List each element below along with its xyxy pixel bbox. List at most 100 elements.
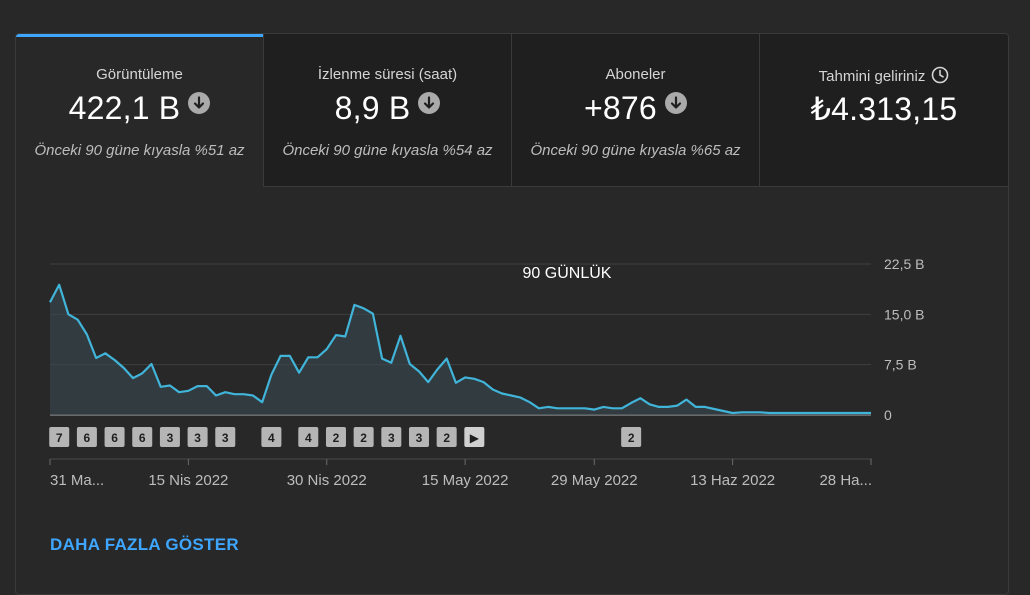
- data-point[interactable]: [482, 380, 486, 384]
- tab-revenue[interactable]: Tahmini geliriniz ₺4.313,15: [760, 34, 1008, 187]
- data-point[interactable]: [611, 406, 615, 410]
- video-badge[interactable]: 2: [621, 427, 642, 447]
- data-point[interactable]: [159, 385, 163, 389]
- data-point[interactable]: [509, 394, 513, 398]
- data-point[interactable]: [528, 400, 532, 404]
- data-point[interactable]: [325, 347, 329, 351]
- data-point[interactable]: [694, 405, 698, 409]
- data-point[interactable]: [343, 334, 347, 338]
- data-point[interactable]: [417, 369, 421, 373]
- data-point[interactable]: [832, 411, 836, 415]
- video-badge[interactable]: 4: [261, 427, 282, 447]
- data-point[interactable]: [721, 409, 725, 413]
- video-badge[interactable]: 3: [381, 427, 402, 447]
- data-point[interactable]: [371, 312, 375, 316]
- data-point[interactable]: [306, 355, 310, 359]
- data-point[interactable]: [777, 411, 781, 415]
- data-point[interactable]: [380, 357, 384, 361]
- show-more-link[interactable]: DAHA FAZLA GÖSTER: [50, 535, 239, 554]
- data-point[interactable]: [205, 384, 209, 388]
- data-point[interactable]: [601, 405, 605, 409]
- data-point[interactable]: [85, 332, 89, 336]
- tab-subscribers[interactable]: Aboneler +876 Önceki 90 güne kıyasla %65…: [512, 34, 760, 187]
- data-point[interactable]: [472, 377, 476, 381]
- data-point[interactable]: [685, 398, 689, 402]
- data-point[interactable]: [786, 411, 790, 415]
- video-badge[interactable]: 3: [187, 427, 208, 447]
- clock-icon[interactable]: [931, 66, 949, 88]
- data-point[interactable]: [232, 392, 236, 396]
- data-point[interactable]: [260, 400, 264, 404]
- data-point[interactable]: [48, 300, 52, 304]
- video-badge[interactable]: 6: [132, 427, 153, 447]
- data-point[interactable]: [648, 402, 652, 406]
- data-point[interactable]: [186, 389, 190, 393]
- data-point[interactable]: [168, 383, 172, 387]
- data-point[interactable]: [804, 411, 808, 415]
- data-point[interactable]: [731, 411, 735, 415]
- video-badge[interactable]: 6: [104, 427, 125, 447]
- data-point[interactable]: [196, 384, 200, 388]
- video-badge[interactable]: 2: [436, 427, 457, 447]
- data-point[interactable]: [103, 351, 107, 355]
- data-point[interactable]: [352, 303, 356, 307]
- tab-views[interactable]: Görüntüleme 422,1 B Önceki 90 güne kıyas…: [16, 34, 264, 187]
- data-point[interactable]: [149, 362, 153, 366]
- data-point[interactable]: [555, 406, 559, 410]
- data-point[interactable]: [288, 354, 292, 358]
- data-point[interactable]: [565, 406, 569, 410]
- video-badge[interactable]: 6: [76, 427, 97, 447]
- data-point[interactable]: [122, 366, 126, 370]
- data-point[interactable]: [814, 411, 818, 415]
- data-point[interactable]: [389, 361, 393, 365]
- video-badge[interactable]: 7: [49, 427, 70, 447]
- data-point[interactable]: [251, 394, 255, 398]
- data-point[interactable]: [113, 358, 117, 362]
- data-point[interactable]: [66, 312, 70, 316]
- data-point[interactable]: [426, 380, 430, 384]
- data-point[interactable]: [177, 390, 181, 394]
- data-point[interactable]: [795, 411, 799, 415]
- data-point[interactable]: [666, 405, 670, 409]
- views-chart[interactable]: 0 7,5 B 15,0 B 22,5 B 90 GÜNLÜK 7 6 6 6 3 3 3 4 4 2 2 3 3…: [16, 187, 1008, 527]
- data-point[interactable]: [454, 381, 458, 385]
- data-point[interactable]: [57, 283, 61, 287]
- data-point[interactable]: [140, 371, 144, 375]
- data-point[interactable]: [703, 405, 707, 409]
- data-point[interactable]: [749, 410, 753, 414]
- data-point[interactable]: [537, 406, 541, 410]
- data-point[interactable]: [860, 411, 864, 415]
- data-point[interactable]: [94, 356, 98, 360]
- data-point[interactable]: [869, 411, 873, 415]
- data-point[interactable]: [316, 355, 320, 359]
- data-point[interactable]: [712, 407, 716, 411]
- data-point[interactable]: [583, 406, 587, 410]
- video-badge[interactable]: 2: [325, 427, 346, 447]
- data-point[interactable]: [445, 357, 449, 361]
- data-point[interactable]: [279, 354, 283, 358]
- data-point[interactable]: [592, 408, 596, 412]
- data-point[interactable]: [297, 371, 301, 375]
- video-badge[interactable]: 3: [159, 427, 180, 447]
- data-point[interactable]: [491, 387, 495, 391]
- video-badge[interactable]: ▶: [464, 427, 485, 447]
- data-point[interactable]: [823, 411, 827, 415]
- data-point[interactable]: [546, 405, 550, 409]
- data-point[interactable]: [574, 406, 578, 410]
- data-point[interactable]: [841, 411, 845, 415]
- data-point[interactable]: [399, 334, 403, 338]
- data-point[interactable]: [223, 390, 227, 394]
- video-badge[interactable]: 3: [215, 427, 236, 447]
- data-point[interactable]: [131, 376, 135, 380]
- data-point[interactable]: [518, 396, 522, 400]
- data-point[interactable]: [500, 392, 504, 396]
- video-badge[interactable]: 3: [408, 427, 429, 447]
- data-point[interactable]: [242, 392, 246, 396]
- data-point[interactable]: [334, 333, 338, 337]
- data-point[interactable]: [851, 411, 855, 415]
- data-point[interactable]: [214, 394, 218, 398]
- data-point[interactable]: [269, 373, 273, 377]
- data-point[interactable]: [638, 396, 642, 400]
- video-badge[interactable]: 2: [353, 427, 374, 447]
- data-point[interactable]: [758, 410, 762, 414]
